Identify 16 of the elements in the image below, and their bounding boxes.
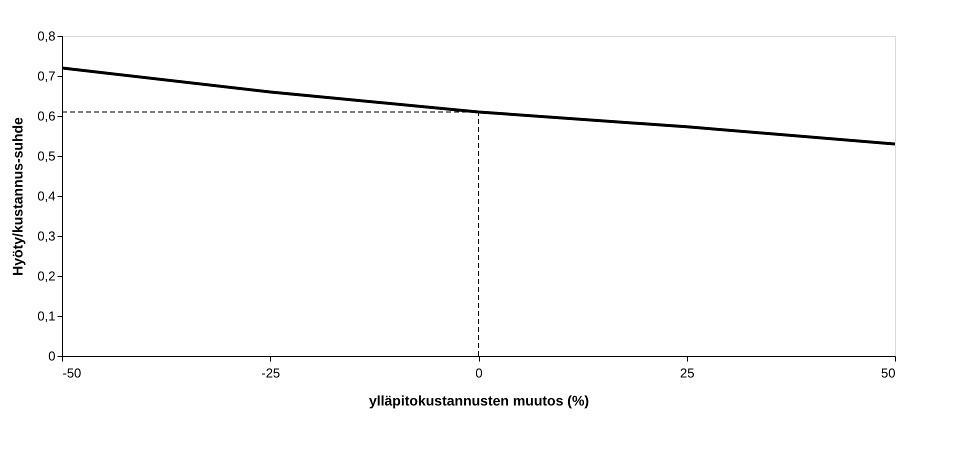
y-axis-title: Hyöty/kustannus-suhde: [9, 116, 26, 276]
x-tick-label: 25: [680, 366, 694, 380]
x-tick-label: 0: [475, 366, 483, 380]
y-tick-label: 0,5: [37, 148, 56, 164]
y-tick-label: 0: [48, 348, 56, 364]
y-tick-label: 0,6: [37, 108, 56, 124]
y-tick-label: 0,4: [37, 188, 56, 204]
y-tick-label: 0,2: [37, 268, 56, 284]
x-tick-label: -25: [261, 366, 280, 380]
y-tick-label: 0,1: [37, 308, 56, 324]
x-tick-label: -50: [62, 366, 82, 380]
x-tick-label: 50: [881, 366, 896, 380]
y-tick-label: 0,7: [37, 68, 56, 84]
x-axis-title: ylläpitokustannusten muutos (%): [368, 392, 590, 408]
y-tick-label: 0,3: [37, 228, 56, 244]
y-tick-label: 0,8: [37, 28, 56, 44]
